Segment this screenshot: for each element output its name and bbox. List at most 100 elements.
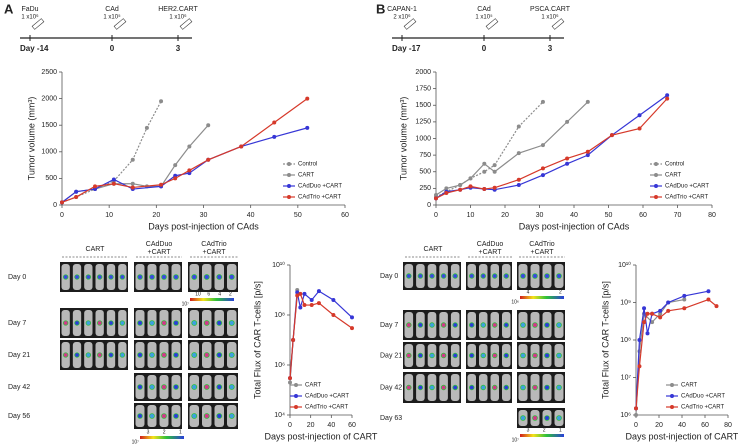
x-tick-label: 40 (678, 422, 686, 429)
signal-spot (137, 413, 143, 419)
legend-marker (287, 184, 291, 188)
data-point (444, 191, 449, 196)
image-row-label: Day 21 (380, 352, 402, 359)
data-point (468, 176, 473, 181)
y-tick-label: 250 (419, 185, 431, 192)
x-tick-label: 60 (348, 422, 356, 429)
y-tick-label: 10¹⁰ (272, 261, 285, 269)
signal-spot (96, 274, 103, 280)
legend-marker (670, 405, 674, 409)
scale-label: 2 (229, 291, 232, 297)
signal-spot (203, 274, 210, 280)
signal-spot (161, 320, 167, 326)
signal-spot (96, 352, 103, 358)
signal-spot (191, 320, 198, 326)
signal-spot (228, 352, 235, 358)
color-scale (520, 434, 564, 437)
x-tick-label: 30 (536, 212, 544, 219)
data-point (540, 99, 545, 104)
data-point (565, 119, 570, 124)
signal-spot (480, 352, 486, 359)
y-tick-label: 0 (53, 202, 57, 209)
data-point (565, 156, 570, 161)
signal-spot (480, 384, 486, 391)
y-tick-label: 1000 (41, 149, 57, 156)
scale-label: 4 (218, 291, 221, 297)
signal-spot (503, 273, 509, 279)
signal-spot (203, 320, 210, 326)
signal-spot (492, 322, 498, 328)
data-point (658, 315, 663, 320)
signal-spot (544, 273, 550, 279)
series-line (61, 127, 308, 203)
data-point (682, 293, 687, 298)
legend-label: CAdDuo +CART (305, 394, 349, 400)
signal-spot (532, 273, 538, 279)
data-point (74, 189, 79, 194)
data-point (173, 176, 178, 181)
signal-spot (556, 322, 562, 328)
signal-spot (469, 322, 475, 328)
signal-spot (503, 352, 509, 359)
data-point (642, 320, 647, 325)
signal-spot (228, 413, 235, 419)
x-tick-label: 0 (634, 422, 638, 429)
signal-spot (161, 274, 167, 280)
legend-label: CAdDuo +CART (681, 394, 725, 400)
data-point (93, 184, 98, 189)
signal-spot (556, 415, 562, 421)
signal-spot (85, 274, 91, 280)
legend-label: CART (305, 383, 322, 389)
data-point (458, 183, 463, 188)
data-point (298, 305, 303, 310)
panel-label: B (376, 1, 385, 16)
data-point (331, 313, 336, 317)
y-tick-label: 500 (419, 169, 431, 176)
signal-spot (429, 384, 435, 391)
signal-spot (532, 415, 538, 421)
series-line (435, 98, 668, 199)
legend-marker (654, 195, 658, 199)
legend-label: CAdTrio +CART (665, 195, 709, 201)
scale-label: 1 (179, 429, 182, 435)
syringe-icon (403, 18, 417, 30)
data-point (444, 186, 449, 191)
data-point (645, 331, 650, 336)
legend-marker (654, 173, 658, 177)
y-tick-label: 10⁶ (274, 362, 285, 369)
signal-spot (492, 273, 498, 279)
image-column-header: CAdDuo (477, 241, 504, 248)
data-point (516, 124, 521, 129)
image-row-label: Day 42 (8, 384, 30, 391)
legend-label: CART (665, 173, 682, 179)
data-point (468, 184, 473, 189)
data-point (637, 126, 642, 131)
signal-spot (137, 352, 143, 358)
x-tick-label: 40 (247, 212, 255, 219)
legend-label: Control (298, 162, 317, 168)
timeline-dose: 2 x10⁶ (393, 14, 411, 21)
data-point (658, 311, 663, 316)
legend-marker (670, 383, 674, 387)
color-scale (520, 296, 564, 299)
data-point (482, 161, 487, 166)
mouse-image (60, 308, 128, 338)
signal-spot (520, 384, 526, 391)
syringe-icon (179, 18, 193, 30)
y-axis-label: Total Flux of CAR T-cells [p/s] (252, 281, 262, 399)
signal-spot (406, 352, 412, 359)
timeline-event: FaDu (21, 6, 38, 13)
data-point (316, 289, 321, 294)
signal-spot (62, 274, 69, 280)
y-tick-label: 2500 (41, 69, 57, 76)
data-point (650, 320, 655, 325)
scale-unit: 10⁶ (511, 299, 519, 305)
signal-spot (406, 384, 412, 391)
signal-spot (417, 322, 424, 328)
timeline-event: CAd (477, 6, 491, 13)
x-tick-label: 20 (501, 212, 509, 219)
signal-spot (228, 384, 235, 390)
color-scale (190, 298, 234, 301)
data-point (637, 364, 642, 369)
signal-spot (137, 384, 143, 390)
